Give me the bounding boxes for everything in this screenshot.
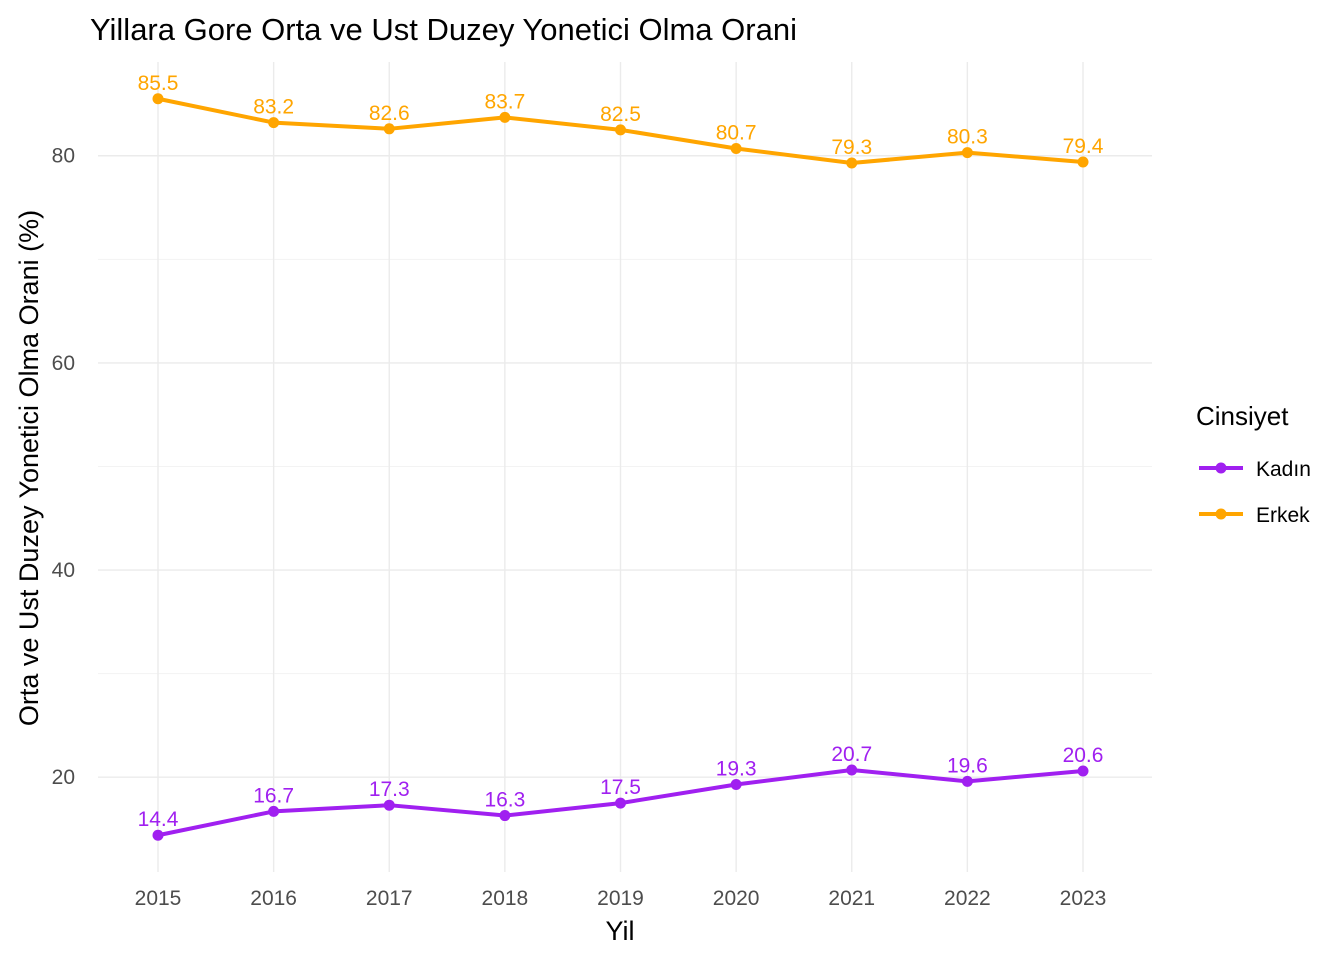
data-label: 79.4 — [1063, 135, 1104, 158]
x-tick-label: 2020 — [713, 887, 760, 910]
data-point — [961, 147, 973, 159]
data-label: 82.5 — [600, 103, 641, 126]
legend-item: Kadın — [1199, 458, 1311, 481]
data-point — [730, 142, 742, 154]
series-1: 14.4 16.7 17.3 16.3 17.5 19.3 20.7 19.6 20.6 — [138, 743, 1104, 841]
x-tick-label: 2016 — [250, 887, 297, 910]
data-label: 20.6 — [1063, 744, 1104, 767]
legend-label: Kadın — [1256, 458, 1311, 481]
x-tick-label: 2017 — [366, 887, 413, 910]
series-2: 85.5 83.2 82.6 83.7 82.5 80.7 79.3 80.3 79.4 — [138, 72, 1104, 169]
x-tick-label: 2019 — [597, 887, 644, 910]
legend-title: Cinsiyet — [1196, 401, 1289, 431]
data-label: 16.7 — [253, 784, 294, 807]
legend-label: Erkek — [1256, 504, 1310, 527]
data-point — [846, 764, 858, 776]
legend-key-point — [1215, 462, 1227, 474]
data-point — [730, 778, 742, 790]
data-point — [152, 829, 164, 841]
legend-key-point — [1215, 508, 1227, 520]
y-tick-label: 40 — [52, 559, 75, 582]
y-tick-label: 80 — [52, 145, 75, 168]
data-point — [383, 123, 395, 135]
y-axis-title: Orta ve Ust Duzey Yonetici Olma Orani (%… — [14, 210, 44, 726]
legend: Cinsiyet Kadın Erkek — [1196, 401, 1311, 527]
y-axis-tick-labels: 20 40 60 80 — [52, 145, 75, 789]
x-tick-label: 2021 — [828, 887, 875, 910]
data-label: 83.2 — [253, 96, 294, 119]
x-tick-label: 2022 — [944, 887, 991, 910]
data-point — [383, 799, 395, 811]
data-label: 17.3 — [369, 778, 410, 801]
data-label: 80.3 — [947, 126, 988, 149]
data-label: 82.6 — [369, 102, 410, 125]
x-tick-label: 2023 — [1060, 887, 1107, 910]
data-point — [1077, 765, 1089, 777]
data-label: 17.5 — [600, 776, 641, 799]
data-point — [499, 111, 511, 123]
data-point — [499, 810, 511, 822]
legend-items: Kadın Erkek — [1199, 458, 1311, 527]
series-layer: 14.4 16.7 17.3 16.3 17.5 19.3 20.7 19.6 20.6 85.5… — [138, 72, 1104, 841]
data-label: 16.3 — [484, 789, 525, 812]
data-label: 14.4 — [138, 808, 179, 831]
data-label: 20.7 — [831, 743, 872, 766]
data-label: 85.5 — [138, 72, 179, 95]
chart-title: Yillara Gore Orta ve Ust Duzey Yonetici … — [90, 12, 797, 47]
data-label: 19.3 — [716, 757, 757, 780]
data-label: 79.3 — [831, 136, 872, 159]
data-point — [961, 775, 973, 787]
x-axis-title: Yil — [605, 916, 634, 946]
x-tick-label: 2018 — [482, 887, 529, 910]
data-label: 19.6 — [947, 754, 988, 777]
y-tick-label: 60 — [52, 352, 75, 375]
x-axis-tick-labels: 2015 2016 2017 2018 2019 2020 2021 2022 2023 — [135, 887, 1107, 910]
data-label: 83.7 — [484, 90, 525, 113]
data-point — [1077, 156, 1089, 168]
data-point — [268, 805, 280, 817]
x-tick-label: 2015 — [135, 887, 182, 910]
data-point — [268, 117, 280, 129]
data-label: 80.7 — [716, 121, 757, 144]
data-point — [615, 797, 626, 809]
data-point — [846, 157, 858, 169]
legend-item: Erkek — [1199, 504, 1310, 527]
y-tick-label: 20 — [52, 766, 75, 789]
data-point — [615, 124, 626, 136]
data-point — [152, 93, 164, 105]
grid-lines — [98, 62, 1152, 872]
